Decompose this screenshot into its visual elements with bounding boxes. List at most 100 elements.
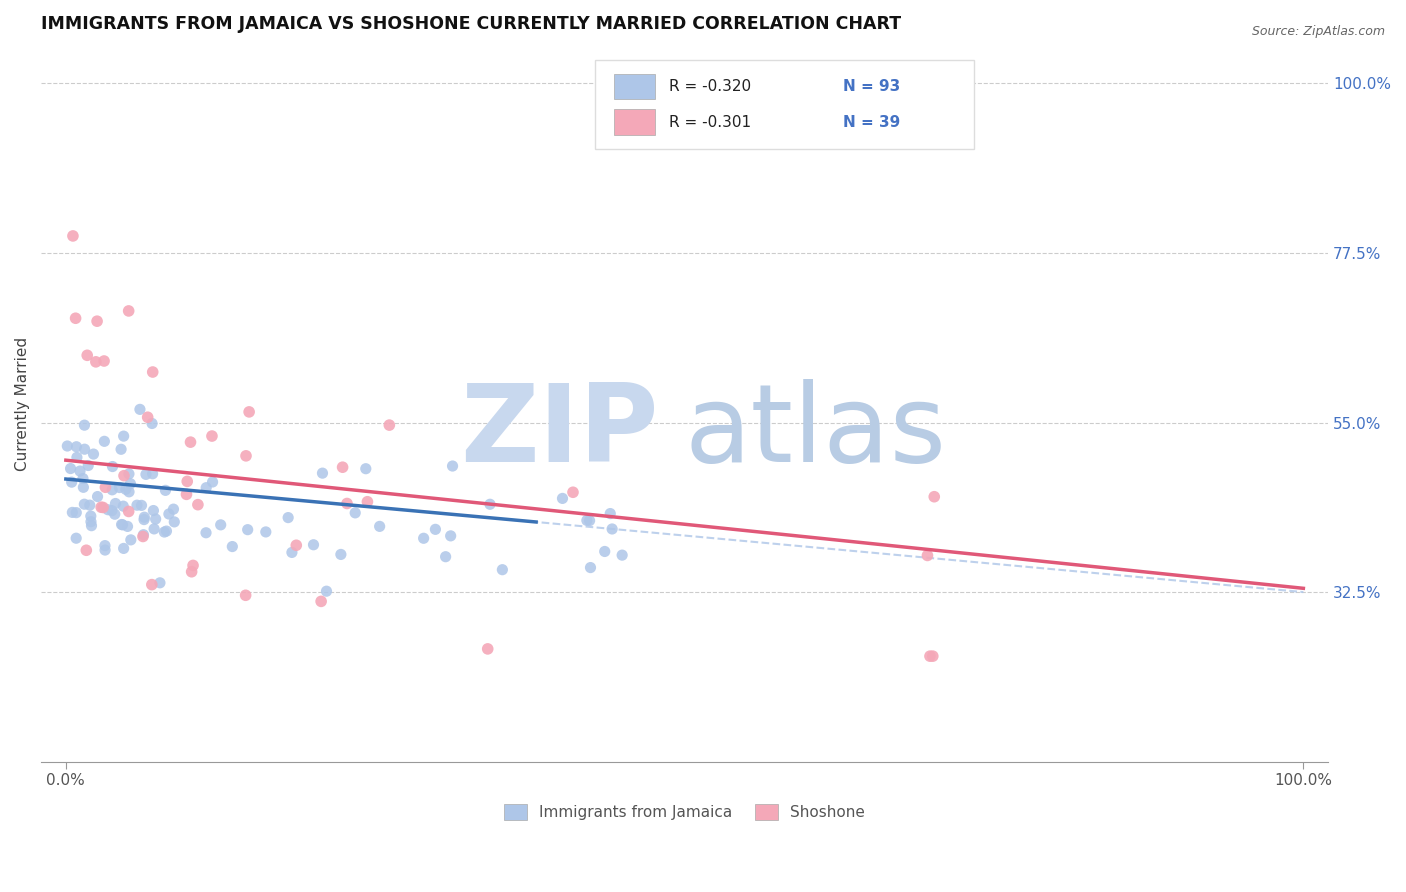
Point [118, 467, 141, 481]
Point [93, 434, 115, 449]
Text: R = -0.320: R = -0.320 [669, 79, 751, 94]
Point [157, 507, 180, 521]
Point [80, 509, 103, 524]
Point [94, 480, 117, 494]
Text: Source: ZipAtlas.com: Source: ZipAtlas.com [1251, 25, 1385, 38]
Point [91, 500, 114, 515]
Point [235, 588, 257, 602]
Point [76, 348, 98, 362]
Point [425, 522, 447, 536]
Point [135, 467, 157, 482]
Point [65, 440, 87, 454]
Point [209, 517, 232, 532]
Point [434, 549, 457, 564]
Point [69, 464, 91, 478]
Point [254, 524, 277, 539]
Legend: Immigrants from Jamaica, Shoshone: Immigrants from Jamaica, Shoshone [498, 798, 872, 826]
Point [110, 517, 132, 532]
Point [281, 545, 304, 559]
Point [354, 461, 377, 475]
Point [86, 314, 108, 328]
Point [195, 481, 218, 495]
Point [378, 418, 401, 433]
Point [479, 497, 502, 511]
Point [145, 512, 167, 526]
Point [60, 505, 83, 519]
Point [114, 483, 136, 497]
Point [285, 538, 308, 552]
Point [117, 519, 139, 533]
Point [441, 458, 464, 473]
Point [575, 513, 598, 527]
Point [110, 442, 132, 457]
Point [579, 560, 602, 574]
Point [368, 519, 391, 533]
Point [163, 515, 186, 529]
Point [236, 523, 259, 537]
Point [111, 517, 134, 532]
Point [329, 548, 352, 562]
Point [90, 500, 112, 515]
Point [162, 502, 184, 516]
Point [65, 506, 87, 520]
Point [142, 467, 165, 481]
Point [82, 447, 104, 461]
Point [73, 497, 96, 511]
Point [79, 498, 101, 512]
Point [104, 496, 127, 510]
Point [155, 524, 177, 538]
Point [131, 499, 153, 513]
Point [101, 503, 124, 517]
Text: atlas: atlas [685, 379, 946, 485]
Point [73, 418, 96, 433]
Point [922, 490, 945, 504]
Point [112, 541, 135, 556]
Point [80, 518, 103, 533]
Point [84, 355, 107, 369]
Point [187, 498, 209, 512]
Point [112, 499, 135, 513]
Point [132, 512, 155, 526]
Point [141, 577, 163, 591]
Point [238, 405, 260, 419]
Text: ZIP: ZIP [460, 379, 659, 485]
Point [599, 507, 621, 521]
Point [302, 538, 325, 552]
Point [143, 522, 166, 536]
Point [356, 494, 378, 508]
Point [176, 487, 198, 501]
Point [181, 558, 204, 573]
Point [491, 563, 513, 577]
Point [477, 641, 499, 656]
Point [562, 485, 585, 500]
Point [176, 475, 198, 489]
Text: IMMIGRANTS FROM JAMAICA VS SHOSHONE CURRENTLY MARRIED CORRELATION CHART: IMMIGRANTS FROM JAMAICA VS SHOSHONE CURR… [41, 15, 901, 33]
Point [65, 531, 87, 545]
Point [344, 506, 367, 520]
Point [440, 529, 463, 543]
Point [336, 496, 359, 510]
Point [134, 510, 156, 524]
Text: N = 39: N = 39 [844, 115, 900, 129]
Point [112, 468, 135, 483]
Point [125, 498, 148, 512]
Point [600, 522, 623, 536]
Point [201, 475, 224, 489]
Point [153, 524, 176, 539]
Point [155, 483, 177, 498]
Point [66, 450, 89, 465]
Point [72, 480, 94, 494]
Point [179, 435, 201, 450]
Point [918, 649, 941, 664]
Point [917, 549, 939, 563]
Point [59, 461, 82, 475]
Point [118, 504, 141, 518]
Text: N = 93: N = 93 [844, 79, 900, 94]
Point [610, 548, 633, 562]
Point [593, 544, 616, 558]
Point [93, 354, 115, 368]
Point [118, 304, 141, 318]
Point [56, 439, 79, 453]
Point [309, 594, 332, 608]
Point [201, 429, 224, 443]
